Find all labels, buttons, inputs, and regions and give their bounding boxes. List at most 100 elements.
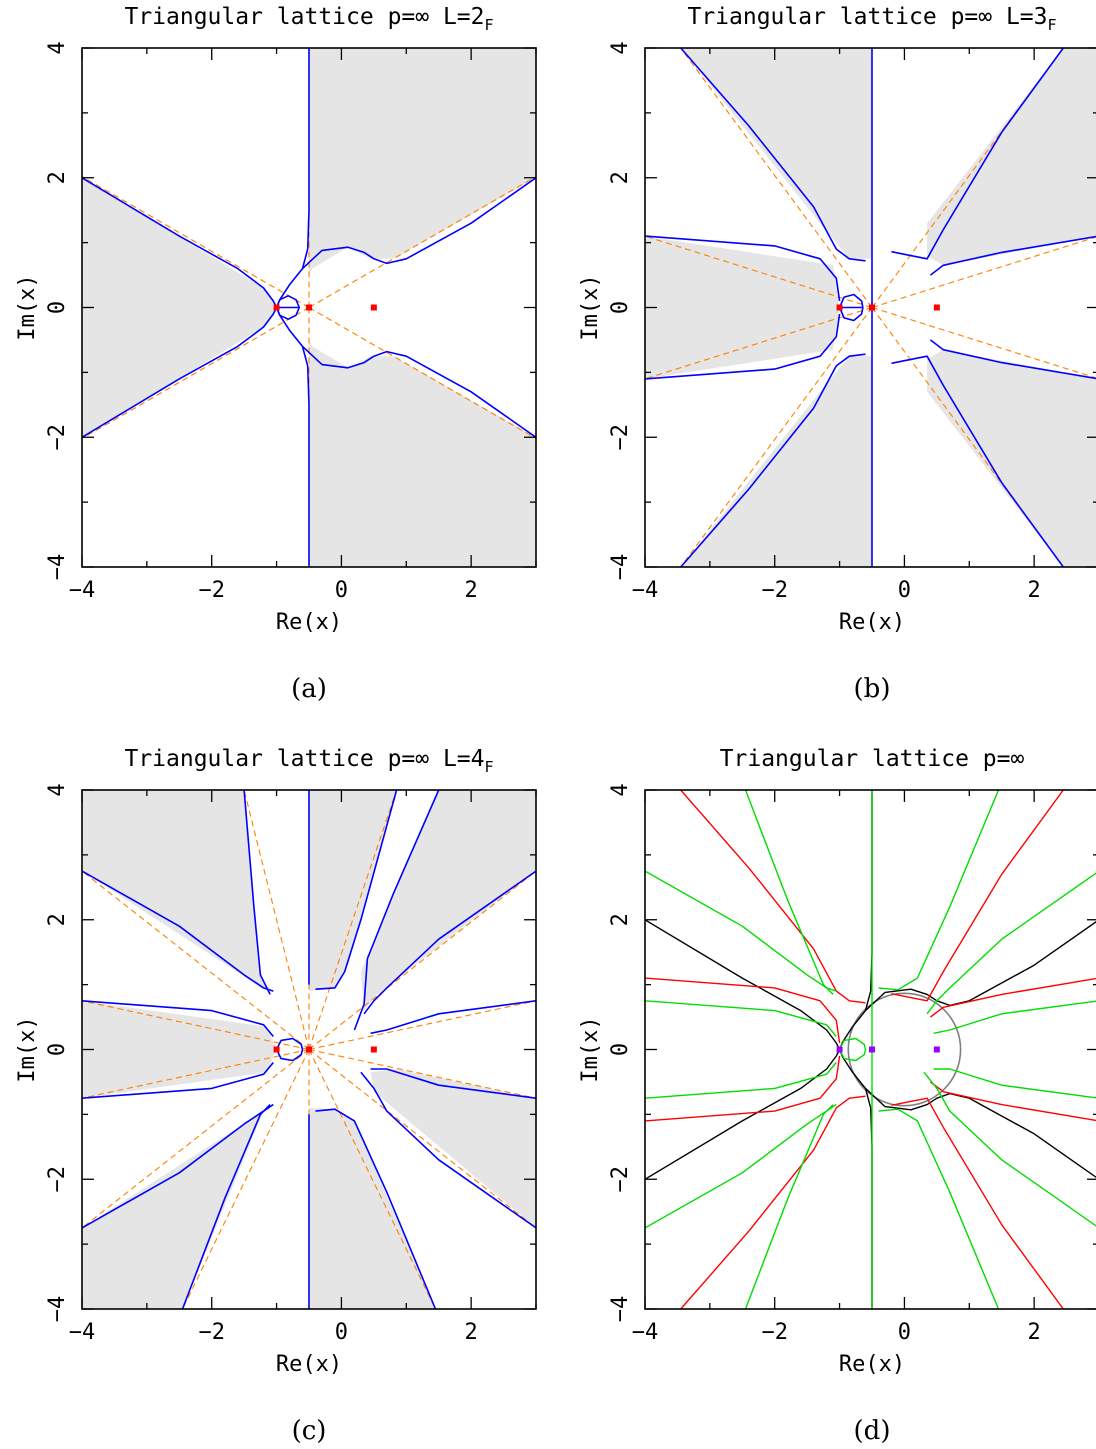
boundary-curve: [891, 48, 1064, 260]
special-point: [933, 1046, 940, 1053]
y-axis-label: Im(x): [15, 274, 40, 340]
y-tick-label: 4: [608, 783, 633, 796]
boundary-curve: [275, 48, 310, 308]
boundary-curve: [315, 790, 398, 990]
series-curve: [891, 790, 1064, 1002]
shaded-region: [360, 790, 536, 1011]
x-tick-label: −4: [69, 1320, 96, 1345]
panel-a: −4 −2 0 2 −4 −2 0 2 4 Re(x) Im(x) Triangular lattic…: [15, 4, 537, 704]
x-tick-label: −2: [761, 578, 788, 603]
chart-title-main: Triangular lattice p=∞: [720, 746, 1025, 772]
special-point: [306, 1046, 312, 1053]
x-tick-label: −4: [632, 1320, 659, 1345]
x-tick-label: 2: [465, 1320, 478, 1345]
y-tick-label: −2: [45, 424, 70, 451]
panel-b: −4 −2 0 2 −4 −2 0 2 4 Re(x) Im(x) Triangular lattic…: [578, 4, 1096, 704]
x-tick-label: 0: [335, 578, 348, 603]
boundary-curve: [315, 1108, 437, 1309]
x-tick-label: 0: [898, 1320, 911, 1345]
series-curve: [933, 1068, 1096, 1099]
asymptote-line: [82, 1049, 310, 1229]
y-tick-label: 0: [45, 301, 70, 314]
asymptote-line: [871, 48, 1064, 308]
chart-title: Triangular lattice p=∞ L=2F: [124, 4, 493, 34]
asymptote-line: [308, 1000, 536, 1051]
boundary-curve: [929, 235, 1096, 276]
series-curve: [865, 921, 1096, 1012]
x-axis-label: Re(x): [839, 1352, 905, 1377]
asymptote-line: [82, 1048, 310, 1099]
boundary-curve: [363, 870, 536, 1015]
special-point: [836, 304, 843, 311]
shaded-region: [82, 1111, 264, 1309]
plot-area: [645, 48, 1096, 567]
y-tick-label: 2: [45, 171, 70, 184]
y-tick-label: −2: [45, 1166, 70, 1193]
series-curve: [744, 1104, 834, 1309]
x-tick-label: 0: [335, 1320, 348, 1345]
special-point: [273, 1046, 280, 1053]
x-tick-label: −2: [198, 578, 225, 603]
series-curve: [680, 790, 866, 1004]
panel-caption: (b): [854, 674, 891, 704]
shaded-region: [82, 1000, 277, 1099]
x-tick-label: −2: [761, 1320, 788, 1345]
chart-title-main: Triangular lattice p=∞ L=2: [124, 4, 484, 30]
plot-area: [82, 790, 536, 1309]
boundary-curve: [301, 177, 536, 270]
chart-title-subscript: F: [485, 758, 494, 776]
boundary-curve: [645, 235, 841, 302]
shaded-region: [309, 48, 536, 276]
x-axis-label: Re(x): [276, 610, 342, 635]
special-point: [869, 304, 875, 311]
asymptote-line: [82, 1000, 310, 1051]
series-curve: [744, 790, 834, 995]
series-curve: [838, 790, 873, 1050]
asymptote-line: [680, 307, 873, 567]
x-axis-label: Re(x): [839, 610, 905, 635]
y-axis-label: Im(x): [15, 1016, 40, 1082]
chart-title-subscript: F: [485, 16, 494, 34]
boundary-curve: [353, 790, 440, 1031]
y-tick-label: −4: [45, 1296, 70, 1323]
series-curve: [923, 1071, 1096, 1227]
series-curve: [865, 1087, 1096, 1179]
y-tick-label: 0: [45, 1043, 70, 1056]
panel-c: −4 −2 0 2 −4 −2 0 2 4 Re(x) Im(x) Triangular lattic…: [15, 746, 537, 1446]
asymptote-line: [308, 1048, 536, 1099]
y-tick-label: 4: [45, 41, 70, 54]
boundary-curve: [645, 313, 841, 380]
y-axis-label: Im(x): [578, 1016, 603, 1082]
boundary-curve: [360, 1071, 536, 1229]
panel-d: −4 −2 0 2 −4 −2 0 2 4 Re(x) Im(x) Triangular lattic…: [578, 746, 1096, 1446]
x-tick-label: −4: [632, 578, 659, 603]
boundary-curve: [929, 339, 1096, 380]
shaded-region: [370, 1069, 536, 1228]
asymptote-line: [308, 1049, 436, 1309]
boundary-curve: [370, 1068, 536, 1099]
asymptote-line: [680, 48, 873, 308]
panel-caption: (a): [291, 674, 327, 704]
boundary-curve: [181, 1104, 271, 1309]
boundary-curve: [82, 1000, 274, 1038]
shaded-region: [82, 177, 277, 438]
asymptote-line: [243, 790, 310, 1050]
series-curve: [838, 1037, 867, 1062]
asymptote-line: [82, 870, 310, 1050]
series-curve: [645, 870, 837, 992]
boundary-curve: [301, 345, 536, 438]
boundary-curve: [680, 353, 866, 567]
series-curve: [878, 790, 1000, 991]
panel-caption: (c): [292, 1416, 327, 1446]
chart-title-main: Triangular lattice p=∞ L=4: [124, 746, 484, 772]
series-curve: [891, 1097, 1064, 1309]
series-curve: [680, 1095, 866, 1309]
series-curve: [838, 1049, 873, 1309]
special-point: [370, 1046, 377, 1053]
y-tick-label: 4: [45, 783, 70, 796]
asymptote-line: [871, 307, 1064, 567]
chart-title-subscript: F: [1048, 16, 1057, 34]
special-point: [273, 304, 280, 311]
shaded-region: [309, 1107, 436, 1309]
